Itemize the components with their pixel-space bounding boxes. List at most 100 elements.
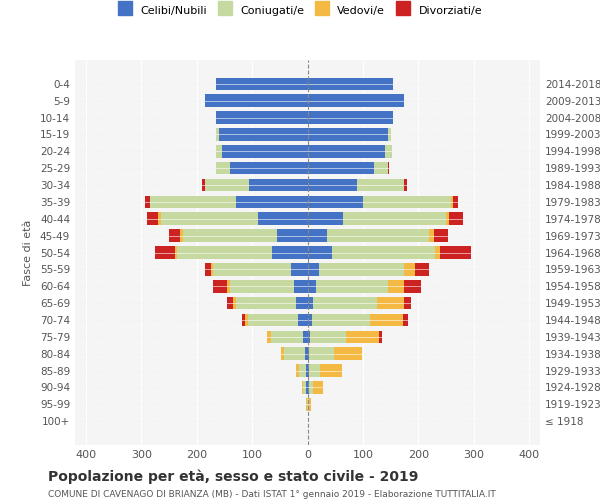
Bar xyxy=(161,212,257,225)
Bar xyxy=(429,230,434,242)
Bar xyxy=(363,196,451,208)
Bar xyxy=(308,212,343,225)
Bar xyxy=(334,348,362,360)
Bar xyxy=(332,246,435,259)
Bar xyxy=(205,94,308,107)
Bar xyxy=(303,381,307,394)
Bar xyxy=(250,178,308,192)
Bar xyxy=(308,230,327,242)
Bar xyxy=(308,178,358,192)
Bar xyxy=(147,212,158,225)
Bar xyxy=(236,297,296,310)
Bar xyxy=(308,111,394,124)
Text: COMUNE DI CAVENAGO DI BRIANZA (MB) - Dati ISTAT 1° gennaio 2019 - Elaborazione T: COMUNE DI CAVENAGO DI BRIANZA (MB) - Dat… xyxy=(48,490,496,499)
Bar xyxy=(308,78,394,90)
Bar xyxy=(216,111,308,124)
Bar xyxy=(298,314,308,326)
Bar xyxy=(242,314,245,326)
Bar xyxy=(180,230,183,242)
Bar xyxy=(308,162,374,174)
Bar xyxy=(403,314,407,326)
Bar xyxy=(307,381,308,394)
Bar xyxy=(313,297,377,310)
Text: Popolazione per età, sesso e stato civile - 2019: Popolazione per età, sesso e stato civil… xyxy=(48,470,418,484)
Legend: Celibi/Nubili, Coniugati/e, Vedovi/e, Divorziati/e: Celibi/Nubili, Coniugati/e, Vedovi/e, Di… xyxy=(113,0,487,20)
Bar xyxy=(308,263,319,276)
Bar xyxy=(150,196,236,208)
Bar xyxy=(319,263,404,276)
Bar xyxy=(205,178,250,192)
Bar xyxy=(316,280,388,292)
Bar xyxy=(219,128,308,141)
Bar xyxy=(303,330,308,343)
Bar xyxy=(312,314,370,326)
Bar xyxy=(308,348,309,360)
Bar xyxy=(214,280,227,292)
Bar xyxy=(310,330,346,343)
Bar xyxy=(343,212,446,225)
Bar xyxy=(257,212,308,225)
Bar xyxy=(308,364,320,377)
Bar xyxy=(451,196,452,208)
Bar xyxy=(266,330,271,343)
Bar xyxy=(221,145,308,158)
Bar xyxy=(175,246,178,259)
Bar xyxy=(293,280,308,292)
Bar xyxy=(183,230,277,242)
Bar xyxy=(230,280,293,292)
Bar xyxy=(158,212,161,225)
Bar xyxy=(299,364,307,377)
Bar xyxy=(216,128,219,141)
Bar xyxy=(296,297,308,310)
Bar xyxy=(308,94,404,107)
Bar xyxy=(435,246,440,259)
Bar xyxy=(308,280,316,292)
Bar xyxy=(227,297,233,310)
Bar xyxy=(308,330,310,343)
Bar xyxy=(248,314,298,326)
Bar xyxy=(346,330,379,343)
Bar xyxy=(284,348,305,360)
Bar xyxy=(145,196,150,208)
Y-axis label: Fasce di età: Fasce di età xyxy=(23,220,33,286)
Bar xyxy=(377,297,404,310)
Bar xyxy=(449,212,463,225)
Bar xyxy=(308,297,313,310)
Bar xyxy=(202,178,205,192)
Bar xyxy=(308,398,311,410)
Bar xyxy=(178,246,272,259)
Bar xyxy=(305,348,308,360)
Bar xyxy=(404,297,411,310)
Bar xyxy=(320,364,342,377)
Bar xyxy=(291,263,308,276)
Bar xyxy=(327,230,429,242)
Bar xyxy=(227,280,230,292)
Bar xyxy=(214,263,291,276)
Bar xyxy=(216,162,230,174)
Bar xyxy=(308,381,313,394)
Bar xyxy=(205,263,211,276)
Bar xyxy=(374,162,388,174)
Bar xyxy=(277,230,308,242)
Bar xyxy=(388,128,391,141)
Bar xyxy=(308,128,388,141)
Bar xyxy=(308,314,312,326)
Bar xyxy=(313,381,323,394)
Bar xyxy=(446,212,449,225)
Bar xyxy=(308,196,363,208)
Bar xyxy=(245,314,248,326)
Bar xyxy=(296,364,299,377)
Bar xyxy=(358,178,404,192)
Bar xyxy=(307,364,308,377)
Bar xyxy=(388,280,404,292)
Bar xyxy=(308,246,332,259)
Bar xyxy=(271,330,303,343)
Bar xyxy=(370,314,403,326)
Bar xyxy=(211,263,214,276)
Bar xyxy=(309,348,334,360)
Bar xyxy=(404,178,407,192)
Bar xyxy=(452,196,458,208)
Bar xyxy=(155,246,175,259)
Bar xyxy=(404,280,421,292)
Bar xyxy=(379,330,382,343)
